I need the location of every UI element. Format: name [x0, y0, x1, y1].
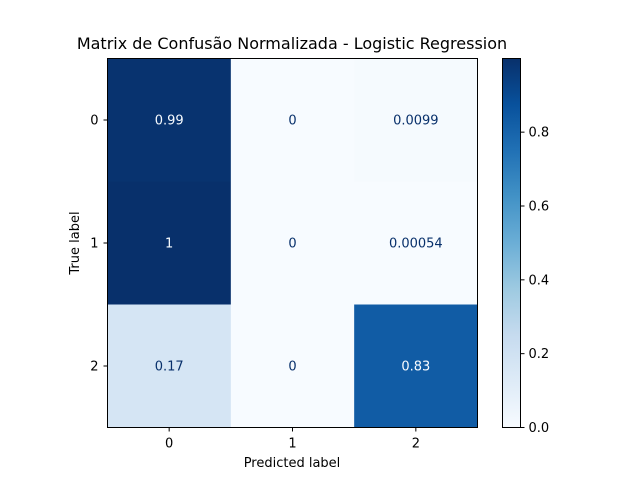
y-axis-ticks: 0 1 2	[90, 114, 108, 375]
heatmap-cell-1-1	[230, 181, 355, 305]
y-axis-label: True label	[68, 211, 83, 275]
cell-value-label-0-1: 0	[288, 114, 296, 129]
heatmap-cell-1-0	[107, 181, 232, 305]
colorbar-tick-label-2: 0.4	[529, 273, 550, 288]
y-tick-label-1: 1	[90, 237, 98, 252]
x-axis-ticks: 0 1 2	[165, 427, 420, 452]
cell-value-label-2-2: 0.83	[401, 360, 430, 375]
cell-value-label-2-0: 0.17	[155, 360, 184, 375]
heatmap-cell-2-1	[230, 304, 355, 428]
x-tick-label-2: 2	[412, 437, 420, 452]
colorbar-tick-label-4: 0.8	[529, 126, 550, 141]
y-tick-label-2: 2	[90, 360, 98, 375]
x-tick-label-1: 1	[288, 437, 296, 452]
y-tick-label-0: 0	[90, 114, 98, 129]
x-tick-label-0: 0	[165, 437, 173, 452]
chart-title: Matrix de Confusão Normalizada - Logisti…	[77, 34, 507, 53]
heatmap-cell-labels: 0.99 0 0.0099 1 0 0.00054 0.17 0 0.83	[155, 114, 443, 375]
colorbar-ticks: 0.0 0.2 0.4 0.6 0.8	[520, 126, 550, 436]
heatmap-cell-2-2	[354, 304, 478, 428]
colorbar	[502, 58, 521, 428]
heatmap-cell-0-0	[107, 58, 232, 182]
cell-value-label-1-1: 0	[288, 237, 296, 252]
heatmap-cell-2-0	[107, 304, 232, 428]
heatmap-cell-0-2	[354, 58, 478, 182]
colorbar-tick-label-3: 0.6	[529, 199, 550, 214]
cell-value-label-1-0: 1	[165, 237, 173, 252]
x-axis-label: Predicted label	[244, 456, 341, 471]
colorbar-tick-label-0: 0.0	[529, 421, 550, 436]
cell-value-label-0-0: 0.99	[155, 114, 184, 129]
heatmap-cell-0-1	[230, 58, 355, 182]
heatmap-cell-1-2	[354, 181, 478, 305]
cell-value-label-0-2: 0.0099	[393, 114, 439, 129]
colorbar-tick-label-1: 0.2	[529, 347, 550, 362]
cell-value-label-1-2: 0.00054	[389, 237, 443, 252]
cell-value-label-2-1: 0	[288, 360, 296, 375]
heatmap-cells	[107, 58, 478, 428]
